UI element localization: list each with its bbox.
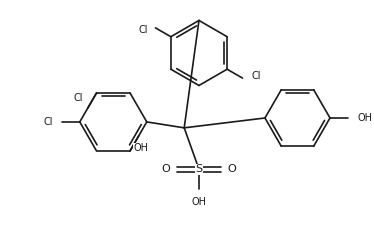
Text: S: S (196, 164, 203, 174)
Text: O: O (227, 164, 236, 174)
Text: Cl: Cl (138, 25, 148, 35)
Text: Cl: Cl (73, 93, 83, 103)
Text: Cl: Cl (44, 117, 53, 127)
Text: Cl: Cl (251, 71, 261, 81)
Text: OH: OH (358, 113, 373, 123)
Text: OH: OH (134, 143, 148, 154)
Text: OH: OH (191, 197, 206, 207)
Text: O: O (162, 164, 171, 174)
